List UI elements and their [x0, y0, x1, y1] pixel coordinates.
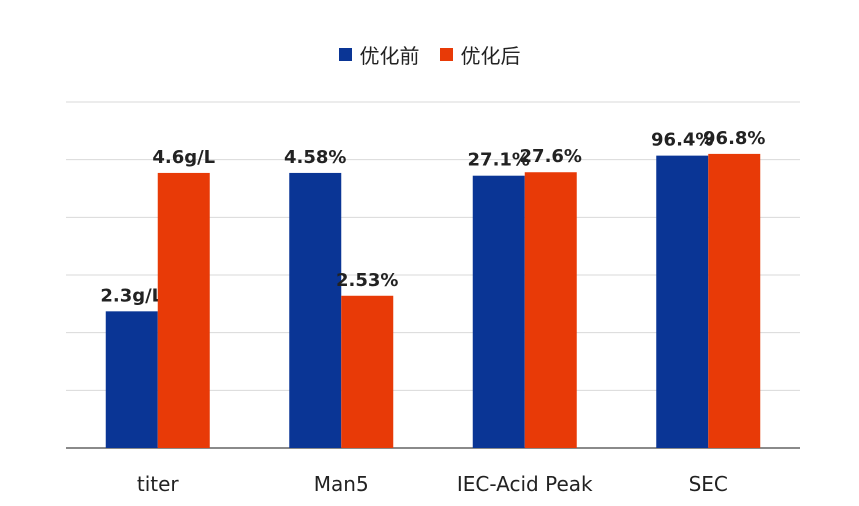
x-tick-label: IEC-Acid Peak — [457, 472, 593, 496]
data-label: 96.8% — [703, 128, 765, 149]
bar — [289, 172, 342, 448]
legend-label-before: 优化前 — [359, 44, 420, 68]
x-tick-label: Man5 — [314, 472, 369, 496]
legend-swatch-after — [439, 48, 453, 61]
bar — [157, 172, 210, 448]
data-label: 96.4% — [651, 130, 713, 151]
x-tick-label: SEC — [689, 472, 728, 496]
data-label: 4.58% — [284, 147, 346, 168]
bar — [656, 155, 709, 448]
bar — [524, 172, 577, 448]
x-tick-label: titer — [137, 472, 180, 496]
data-label: 2.53% — [336, 270, 398, 291]
legend: 优化前 优化后 — [0, 40, 859, 69]
data-label: 27.1% — [468, 150, 530, 171]
data-label: 4.6g/L — [152, 147, 215, 168]
legend-item-after: 优化后 — [439, 40, 521, 69]
bar — [105, 311, 158, 448]
data-label: 27.6% — [520, 146, 582, 167]
bar — [341, 295, 394, 448]
legend-item-before: 优化前 — [338, 40, 420, 69]
legend-swatch-before — [338, 48, 352, 61]
bar — [472, 175, 525, 448]
data-label: 2.3g/L — [100, 285, 163, 306]
bar — [708, 153, 761, 448]
legend-label-after: 优化后 — [460, 44, 521, 68]
